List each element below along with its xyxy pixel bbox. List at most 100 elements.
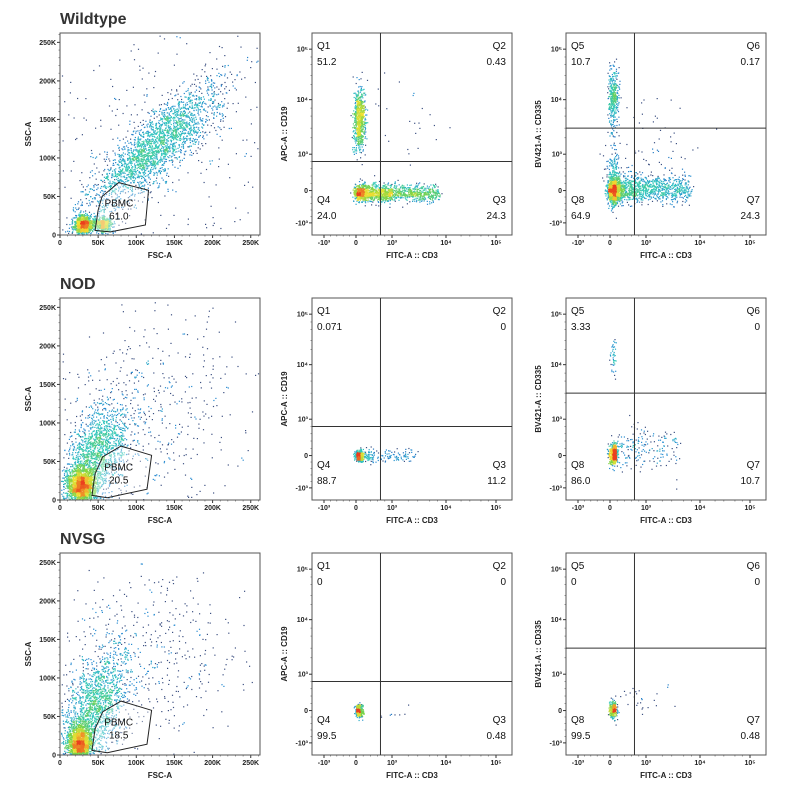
event-dot bbox=[175, 109, 177, 111]
event-dot bbox=[90, 221, 92, 223]
event-dot bbox=[152, 129, 154, 131]
event-dot bbox=[361, 146, 363, 148]
x-tick-label: 150K bbox=[166, 240, 183, 247]
event-dot bbox=[80, 216, 82, 218]
event-dot bbox=[94, 198, 96, 200]
event-dot bbox=[135, 171, 137, 173]
event-dot bbox=[359, 97, 361, 99]
event-dot bbox=[203, 138, 205, 140]
event-dot bbox=[192, 138, 194, 140]
x-tick-label: 200K bbox=[204, 240, 221, 247]
event-dot bbox=[138, 161, 140, 163]
event-dot bbox=[144, 146, 147, 148]
event-dot bbox=[187, 218, 189, 220]
event-dot bbox=[99, 216, 101, 218]
event-dot bbox=[78, 228, 80, 230]
event-dot bbox=[77, 232, 80, 235]
event-dot bbox=[89, 215, 91, 217]
event-dot bbox=[152, 133, 154, 136]
event-dot bbox=[360, 89, 363, 91]
event-dot bbox=[354, 113, 356, 115]
event-dot bbox=[145, 144, 147, 146]
event-dot bbox=[108, 219, 110, 221]
event-dot bbox=[160, 117, 162, 119]
event-dot bbox=[213, 95, 215, 98]
event-dot bbox=[121, 180, 123, 182]
event-dot bbox=[87, 227, 89, 229]
event-dot bbox=[62, 170, 64, 172]
event-dot bbox=[181, 146, 183, 148]
event-dot bbox=[186, 102, 188, 104]
event-dot bbox=[81, 230, 83, 232]
event-dot bbox=[356, 129, 359, 131]
event-dot bbox=[87, 222, 90, 224]
event-dot bbox=[91, 227, 93, 229]
event-dot bbox=[162, 147, 164, 149]
event-dot bbox=[207, 116, 209, 118]
event-dot bbox=[149, 146, 151, 148]
event-dot bbox=[125, 181, 127, 183]
event-dot bbox=[143, 136, 145, 138]
event-dot bbox=[173, 130, 175, 132]
event-dot bbox=[77, 229, 79, 231]
event-dot bbox=[88, 218, 90, 220]
event-dot bbox=[88, 228, 90, 230]
event-dot bbox=[173, 122, 175, 124]
event-dot bbox=[352, 131, 354, 133]
event-dot bbox=[219, 112, 221, 114]
event-dot bbox=[149, 150, 151, 153]
event-dot bbox=[199, 131, 202, 134]
event-dot bbox=[147, 132, 149, 134]
event-dot bbox=[174, 95, 176, 97]
event-dot bbox=[130, 175, 132, 177]
event-dot bbox=[166, 172, 168, 174]
event-dot bbox=[94, 220, 96, 222]
event-dot bbox=[217, 126, 219, 128]
event-dot bbox=[168, 150, 170, 152]
event-dot bbox=[213, 114, 215, 116]
event-dot bbox=[185, 104, 187, 106]
event-dot bbox=[221, 113, 223, 115]
event-dot bbox=[164, 155, 166, 158]
event-dot bbox=[167, 140, 169, 142]
event-dot bbox=[174, 111, 176, 113]
event-dot bbox=[158, 104, 161, 106]
event-dot bbox=[355, 114, 357, 116]
event-dot bbox=[106, 226, 108, 228]
event-dot bbox=[89, 218, 91, 220]
event-dot bbox=[160, 156, 162, 158]
event-dot bbox=[104, 190, 106, 192]
event-dot bbox=[115, 98, 117, 100]
event-dot bbox=[94, 157, 97, 159]
event-dot bbox=[195, 95, 197, 97]
event-dot bbox=[168, 160, 170, 162]
event-dot bbox=[131, 166, 134, 168]
event-dot bbox=[188, 98, 190, 100]
event-dot bbox=[187, 116, 189, 118]
event-dot bbox=[154, 110, 156, 112]
event-dot bbox=[176, 111, 178, 113]
event-dot bbox=[106, 151, 108, 153]
event-dot bbox=[79, 231, 81, 234]
event-dot bbox=[88, 205, 90, 207]
event-dot bbox=[145, 166, 147, 168]
event-dot bbox=[361, 140, 363, 142]
event-dot bbox=[142, 162, 144, 164]
event-dot bbox=[205, 118, 207, 120]
event-dot bbox=[173, 214, 175, 216]
event-dot bbox=[189, 134, 191, 136]
event-dot bbox=[88, 230, 90, 232]
event-dot bbox=[140, 129, 142, 131]
event-dot bbox=[160, 139, 162, 141]
event-dot bbox=[172, 145, 174, 147]
event-dot bbox=[358, 79, 360, 81]
event-dot bbox=[198, 105, 200, 107]
event-dot bbox=[173, 135, 175, 137]
event-dot bbox=[176, 134, 178, 136]
event-dot bbox=[103, 176, 105, 178]
event-dot bbox=[182, 141, 184, 144]
event-dot bbox=[187, 131, 189, 133]
event-dot bbox=[207, 124, 209, 126]
event-dot bbox=[365, 122, 367, 124]
event-dot bbox=[153, 181, 155, 183]
